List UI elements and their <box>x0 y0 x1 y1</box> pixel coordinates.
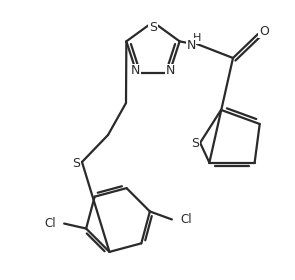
Text: N: N <box>166 64 175 77</box>
Text: O: O <box>259 25 269 38</box>
Text: H: H <box>193 33 201 43</box>
Text: Cl: Cl <box>180 213 192 226</box>
Text: S: S <box>191 137 199 150</box>
Text: Cl: Cl <box>44 217 56 230</box>
Text: S: S <box>72 157 80 169</box>
Text: S: S <box>149 20 157 34</box>
Text: N: N <box>131 64 140 77</box>
Text: N: N <box>186 39 196 52</box>
